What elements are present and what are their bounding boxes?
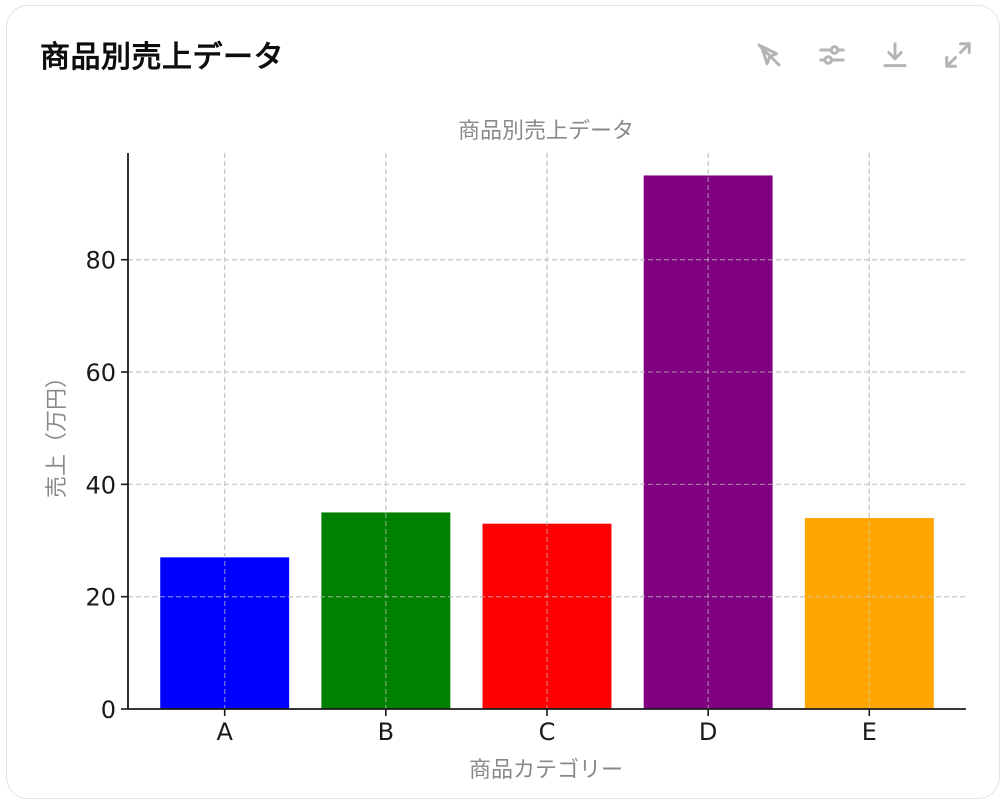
hide-interactive-button[interactable] [750,36,788,74]
x-tick-labels: A B C D E [216,718,876,746]
download-button[interactable] [876,36,914,74]
card-title: 商品別売上データ [40,40,284,75]
adjust-button[interactable] [813,36,851,74]
y-axis-label: 売上（万円） [45,366,70,498]
y-tick-label: 60 [85,359,116,387]
y-tick-label: 40 [85,471,116,499]
chart-toolbar [750,36,977,74]
x-tick-label: A [216,718,233,746]
x-tick-label: D [699,718,717,746]
grid-overlay [128,153,966,709]
x-axis-label: 商品カテゴリー [469,758,623,783]
y-tick-label: 20 [85,584,116,612]
cursor-off-icon [757,43,781,67]
chart-title: 商品別売上データ [458,119,634,144]
x-tick-label: C [539,718,556,746]
expand-icon [945,42,971,68]
download-icon [883,42,907,68]
y-tick-label: 80 [85,247,116,275]
expand-button[interactable] [939,36,977,74]
y-tick-labels: 0 20 40 60 80 [85,247,116,724]
sliders-icon [819,45,845,65]
axes [121,153,966,716]
y-tick-label: 0 [101,696,116,724]
x-tick-label: B [378,718,394,746]
x-tick-label: E [862,718,877,746]
